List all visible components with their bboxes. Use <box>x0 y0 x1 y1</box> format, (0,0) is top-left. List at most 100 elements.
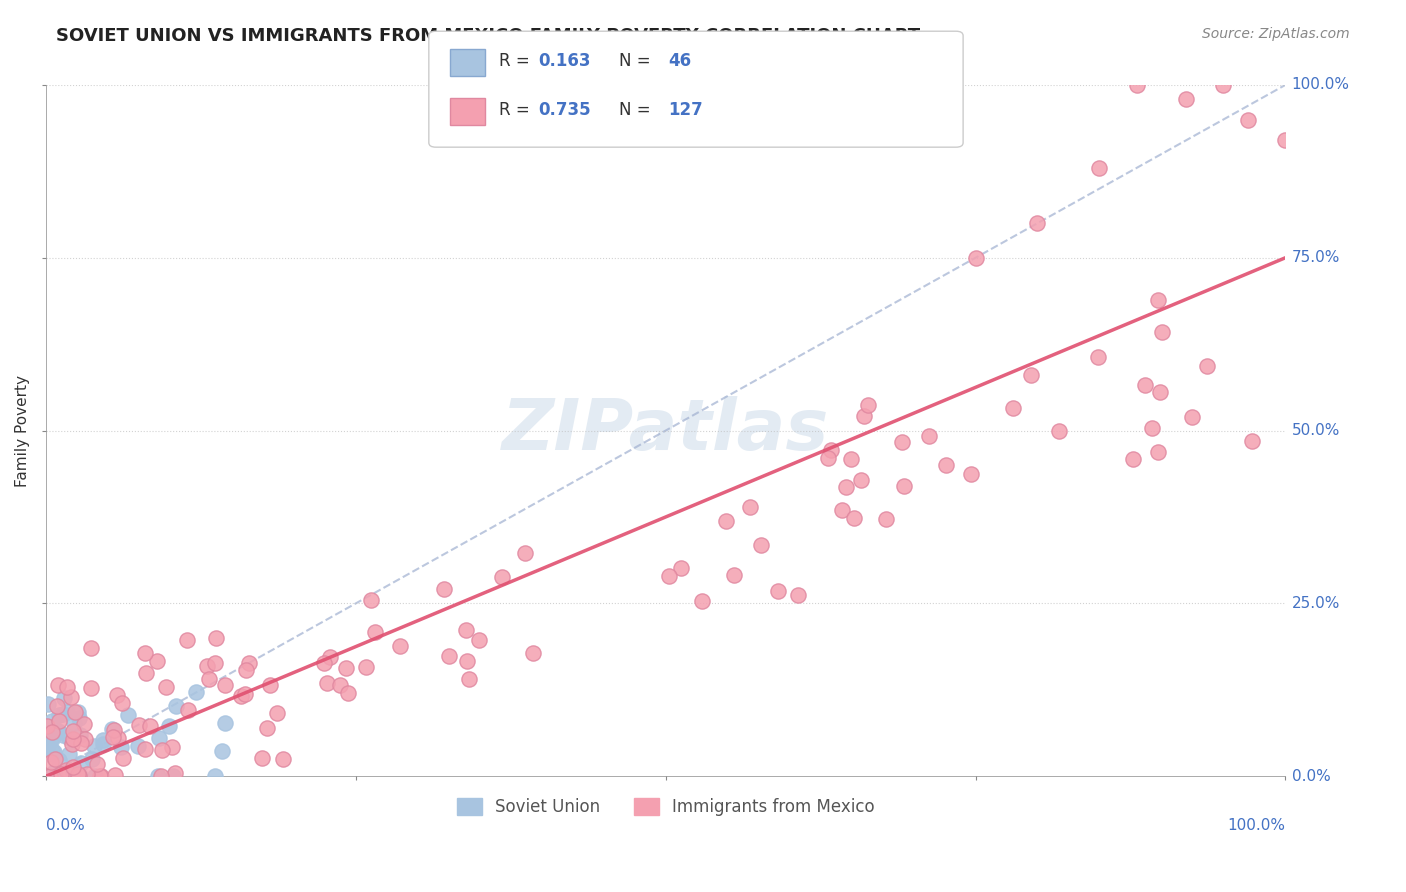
Point <box>63 705 86 719</box>
Point <box>91 733 114 747</box>
Point <box>55 763 77 777</box>
Point <box>1274 133 1296 147</box>
Point <box>162 769 184 783</box>
Point <box>62 716 84 731</box>
Point <box>46 678 69 692</box>
Point <box>852 409 875 424</box>
Point <box>1181 409 1204 424</box>
Point <box>80 681 103 695</box>
Point <box>48 724 70 739</box>
Point <box>233 687 256 701</box>
Point <box>52 706 75 721</box>
Point <box>155 680 177 694</box>
Point <box>150 743 173 757</box>
Point <box>48 708 70 723</box>
Point <box>875 512 897 526</box>
Point <box>101 722 124 736</box>
Point <box>41 743 63 757</box>
Point <box>1195 359 1218 373</box>
Point <box>831 503 853 517</box>
Text: 46: 46 <box>668 52 690 70</box>
Point <box>714 514 737 528</box>
Point <box>177 703 200 717</box>
Point <box>1019 368 1042 382</box>
Point <box>1135 378 1157 392</box>
Point <box>960 467 983 481</box>
Point <box>849 473 872 487</box>
Point <box>73 716 96 731</box>
Point <box>48 753 70 767</box>
Point <box>62 723 84 738</box>
Point <box>271 752 294 766</box>
Point <box>1140 420 1163 434</box>
Point <box>834 480 856 494</box>
Point <box>145 654 167 668</box>
Point <box>117 708 139 723</box>
Point <box>238 657 260 671</box>
Text: N =: N = <box>619 52 655 70</box>
Point <box>256 721 278 735</box>
Text: 0.163: 0.163 <box>538 52 591 70</box>
Point <box>44 764 66 779</box>
Point <box>86 757 108 772</box>
Point <box>669 561 692 575</box>
Point <box>127 739 149 753</box>
Point <box>41 724 63 739</box>
Point <box>69 769 91 783</box>
Point <box>83 739 105 753</box>
Point <box>820 443 842 458</box>
Point <box>1149 384 1171 399</box>
Point <box>134 646 156 660</box>
Point <box>111 751 134 765</box>
Point <box>1122 451 1144 466</box>
Point <box>84 769 107 783</box>
Point <box>80 641 103 656</box>
Point <box>69 728 91 742</box>
Text: 25.0%: 25.0% <box>1292 596 1340 611</box>
Point <box>198 673 221 687</box>
Point <box>148 731 170 746</box>
Point <box>456 654 478 668</box>
Point <box>1026 216 1049 230</box>
Point <box>858 398 880 412</box>
Point <box>91 737 114 751</box>
Point <box>39 756 62 770</box>
Point <box>768 584 790 599</box>
Point <box>439 648 461 663</box>
Point <box>250 751 273 765</box>
Point <box>1147 293 1170 308</box>
Point <box>522 646 544 660</box>
Point <box>315 676 337 690</box>
Point <box>319 649 342 664</box>
Point <box>44 769 66 783</box>
Point <box>53 690 76 705</box>
Point <box>749 538 772 552</box>
Point <box>186 685 208 699</box>
Point <box>205 631 228 645</box>
Point <box>165 765 187 780</box>
Point <box>157 719 180 733</box>
Point <box>1150 326 1173 340</box>
Point <box>211 744 233 758</box>
Point <box>839 451 862 466</box>
Point <box>62 766 84 780</box>
Text: 0.0%: 0.0% <box>46 818 84 832</box>
Point <box>1240 434 1263 448</box>
Point <box>235 663 257 677</box>
Point <box>111 696 134 710</box>
Point <box>935 458 957 472</box>
Point <box>37 697 59 711</box>
Point <box>44 752 66 766</box>
Point <box>89 769 111 783</box>
Point <box>363 624 385 639</box>
Point <box>80 752 103 766</box>
Point <box>38 769 60 783</box>
Point <box>1212 78 1234 92</box>
Point <box>70 756 93 771</box>
Point <box>48 714 70 728</box>
Point <box>73 731 96 746</box>
Point <box>56 705 79 719</box>
Point <box>146 769 169 783</box>
Point <box>67 711 90 725</box>
Point <box>134 666 156 681</box>
